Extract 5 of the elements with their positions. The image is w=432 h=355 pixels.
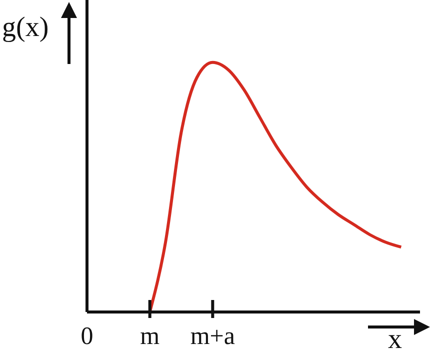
x-tick-label: m: [140, 323, 160, 350]
x-axis-title: x: [388, 324, 402, 355]
x-tick-label: 0: [80, 323, 94, 350]
y-axis-title: g(x): [2, 12, 49, 43]
x-tick-label: m+a: [190, 323, 235, 350]
